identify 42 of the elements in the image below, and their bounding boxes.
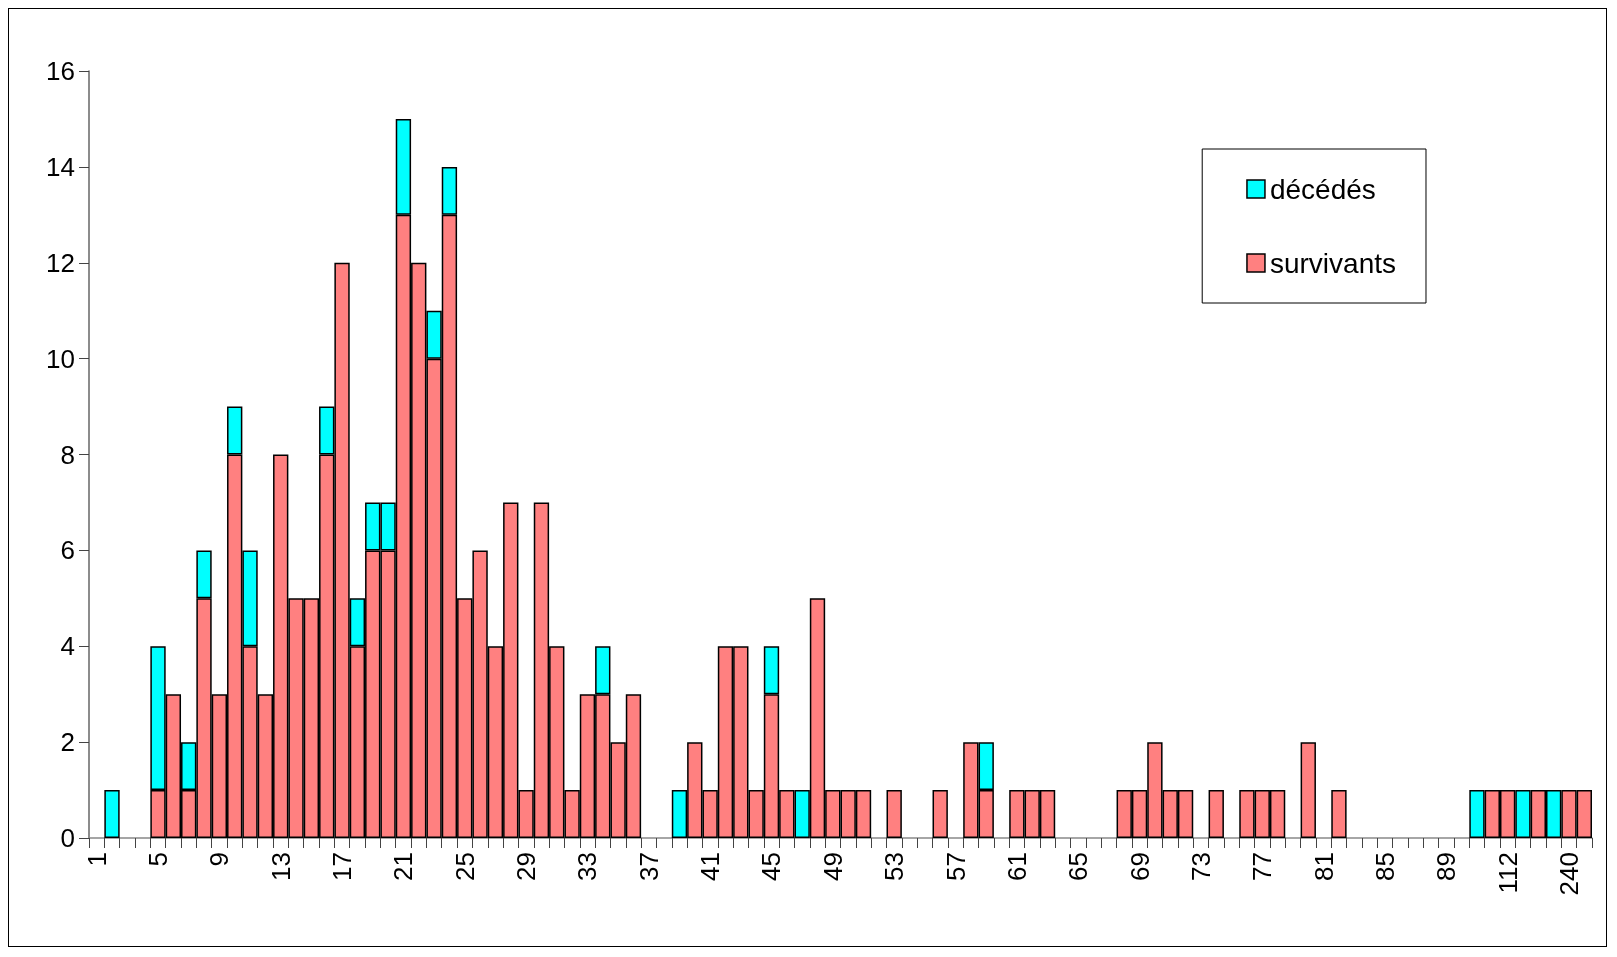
x-tick-label: 37 xyxy=(633,852,664,881)
x-tick-label: 5 xyxy=(143,852,174,867)
x-tick-label: 69 xyxy=(1124,852,1155,881)
x-tick-label: 112 xyxy=(1492,852,1523,894)
x-tick-label: 29 xyxy=(511,852,542,881)
y-tick-label: 0 xyxy=(60,823,75,853)
x-tick-label: 89 xyxy=(1431,852,1462,881)
y-tick-label: 8 xyxy=(60,439,75,470)
x-tick-label: 13 xyxy=(265,852,296,881)
x-tick-label: 65 xyxy=(1063,852,1094,881)
x-tick-label: 81 xyxy=(1308,852,1339,881)
bar xyxy=(1300,742,1316,838)
bar xyxy=(1331,790,1347,838)
x-tick-label: 9 xyxy=(204,852,235,867)
x-tick-label: 21 xyxy=(388,852,419,881)
x-tick-label: 240 xyxy=(1553,852,1584,896)
x-tick-label: 77 xyxy=(1247,852,1278,881)
x-tick-label: 85 xyxy=(1369,852,1400,881)
y-tick-label: 6 xyxy=(60,535,75,566)
y-tick-label: 2 xyxy=(60,727,75,758)
x-tick-label: 17 xyxy=(327,852,358,881)
x-tick-label: 61 xyxy=(1001,852,1032,881)
y-tick-label: 12 xyxy=(46,247,75,278)
x-tick-label: 57 xyxy=(940,852,971,881)
y-tick-label: 14 xyxy=(46,151,75,182)
legend-label: survivants xyxy=(1269,247,1397,279)
y-tick-label: 16 xyxy=(46,56,75,86)
x-tick-label: 33 xyxy=(572,852,603,881)
y-tick-label: 4 xyxy=(60,631,75,662)
x-tick-label: 53 xyxy=(879,852,910,881)
bar xyxy=(932,790,948,838)
x-tick-label: 49 xyxy=(817,852,848,881)
x-tick-label: 41 xyxy=(695,852,726,881)
x-tick-label: 25 xyxy=(449,852,480,881)
legend-label: décédés xyxy=(1269,173,1376,205)
x-tick-label: 1 xyxy=(81,852,112,867)
x-tick-label: 73 xyxy=(1185,852,1216,881)
bar xyxy=(886,790,902,838)
bar xyxy=(104,790,120,838)
bar xyxy=(1208,790,1224,838)
y-tick-label: 10 xyxy=(46,343,75,374)
x-tick-label: 45 xyxy=(756,852,787,881)
